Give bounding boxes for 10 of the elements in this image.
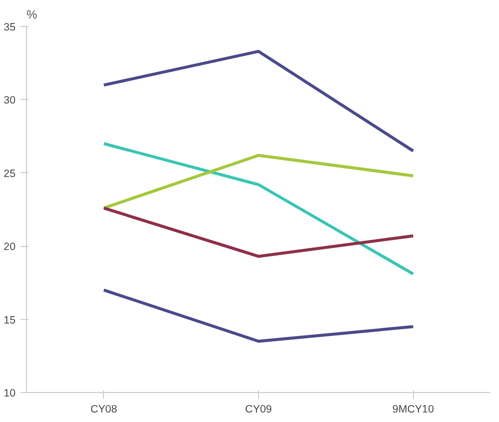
y-tick-label: 20 [4, 241, 16, 254]
y-tick-label: 25 [4, 168, 16, 180]
y-tick-label: 10 [4, 388, 16, 400]
x-tick-label: CY09 [245, 404, 272, 416]
y-tick-label: 35 [4, 22, 16, 34]
y-tick-label: 15 [4, 314, 16, 326]
y-tick-label: 30 [4, 94, 16, 107]
x-tick-label: CY08 [90, 404, 118, 416]
x-tick-label: 9MCY10 [392, 404, 434, 416]
y-axis-title: % [26, 8, 38, 22]
